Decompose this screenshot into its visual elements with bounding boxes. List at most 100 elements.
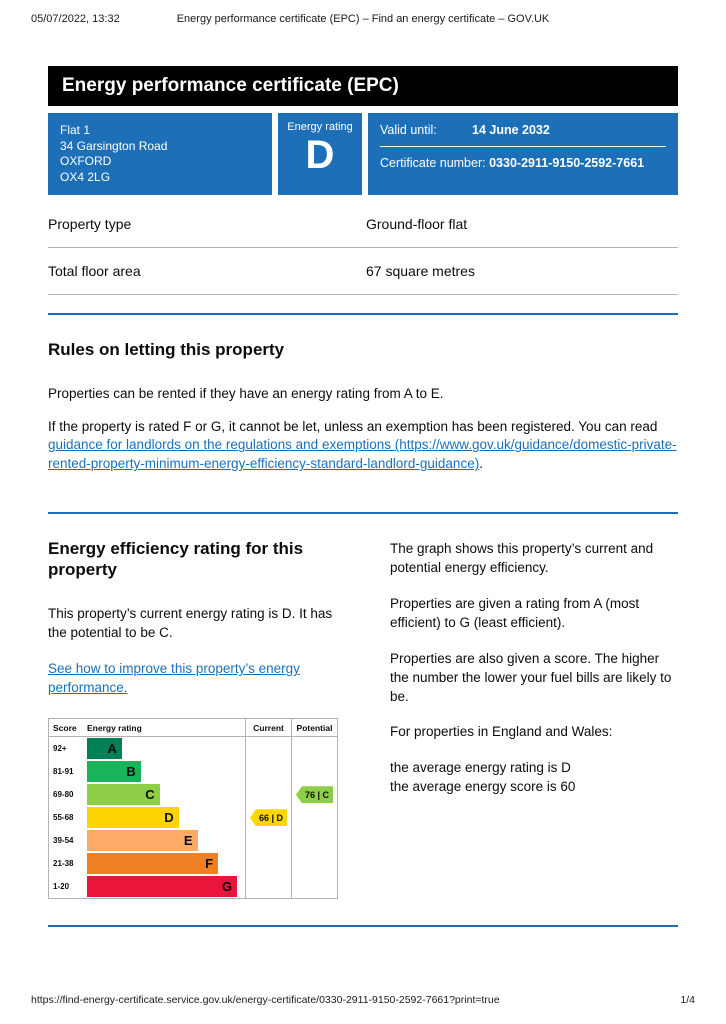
- average-rating-line: the average energy rating is D: [390, 760, 571, 776]
- epc-band-row: 1-20 G: [49, 875, 337, 899]
- print-datetime: 05/07/2022, 13:32: [31, 13, 120, 25]
- epc-band-row: 21-38 F: [49, 852, 337, 876]
- rating-column: Energy efficiency rating for this proper…: [48, 526, 340, 900]
- chart-column-score: Score: [53, 722, 77, 733]
- certificate-number-label: Certificate number:: [380, 156, 486, 170]
- band-bar-d: D: [87, 807, 179, 829]
- chart-column-potential: Potential: [291, 719, 337, 737]
- current-rating-marker: 66 | D: [249, 809, 288, 827]
- rules-paragraph: Properties can be rented if they have an…: [48, 385, 444, 401]
- band-bar-c: C: [87, 784, 160, 806]
- band-score-label: 55-68: [53, 813, 74, 823]
- address-box: Flat 1 34 Garsington Road OXFORD OX4 2LG: [48, 113, 272, 196]
- table-row: Total floor area 67 square metres: [48, 248, 678, 296]
- energy-rating-value: D: [305, 133, 335, 177]
- epc-band-row: 81-91 B: [49, 760, 337, 784]
- valid-until-row: Valid until: 14 June 2032: [380, 123, 666, 147]
- certificate-number-value: 0330-2911-9150-2592-7661: [489, 156, 645, 170]
- band-letter: A: [107, 741, 117, 757]
- rules-text-after-link: .: [479, 456, 483, 472]
- valid-until-label: Valid until:: [380, 123, 437, 137]
- band-score-label: 69-80: [53, 790, 74, 800]
- epc-rating-chart: Score Energy rating Current Potential 92…: [48, 718, 338, 900]
- band-bar-e: E: [87, 830, 198, 852]
- band-letter: F: [205, 856, 214, 872]
- band-bar-a: A: [87, 738, 122, 760]
- epc-band-row: 55-68 D 66 | D: [49, 806, 337, 830]
- explanation-paragraph: Properties are given a rating from A (mo…: [390, 595, 640, 630]
- section-divider: [48, 313, 678, 316]
- fact-label: Total floor area: [48, 263, 141, 280]
- current-cell: [245, 875, 291, 899]
- current-cell: [245, 737, 291, 761]
- chart-column-current: Current: [245, 719, 291, 737]
- property-facts-table: Property type Ground-floor flat Total fl…: [48, 201, 678, 296]
- fact-value: Ground-floor flat: [366, 216, 468, 233]
- band-bar-f: F: [87, 853, 219, 875]
- energy-efficiency-section: Energy efficiency rating for this proper…: [48, 526, 678, 900]
- band-letter: B: [126, 764, 136, 780]
- band-bar-g: G: [87, 876, 238, 898]
- energy-efficiency-heading: Energy efficiency rating for this proper…: [48, 539, 304, 580]
- current-cell: [245, 852, 291, 876]
- explanation-paragraph: For properties in England and Wales:: [390, 724, 613, 740]
- band-bar-b: B: [87, 761, 141, 783]
- epc-band-row: 39-54 E: [49, 829, 337, 853]
- section-divider: [48, 512, 678, 515]
- band-letter: D: [164, 810, 174, 826]
- certificate-page: Energy performance certificate (EPC) Fla…: [48, 66, 678, 928]
- address-line: OXFORD: [60, 154, 112, 169]
- current-cell: 66 | D: [245, 806, 291, 830]
- guidance-link[interactable]: guidance for landlords on the regulation…: [48, 437, 677, 472]
- current-rating-paragraph: This property’s current energy rating is…: [48, 605, 333, 640]
- section-divider: [48, 925, 678, 928]
- valid-until-value: 14 June 2032: [472, 123, 550, 137]
- fact-label: Property type: [48, 216, 132, 233]
- potential-cell: [291, 829, 337, 853]
- explanation-paragraph: The graph shows this property’s current …: [390, 541, 654, 576]
- certificate-banner: Energy performance certificate (EPC): [48, 66, 678, 106]
- chart-column-energy-rating: Energy rating: [87, 722, 142, 733]
- rules-heading: Rules on letting this property: [48, 340, 285, 360]
- current-cell: [245, 783, 291, 807]
- improve-performance-link[interactable]: See how to improve this property’s energ…: [48, 661, 300, 696]
- rules-text-before-link: If the property is rated F or G, it cann…: [48, 418, 658, 434]
- potential-cell: [291, 806, 337, 830]
- certificate-summary: Flat 1 34 Garsington Road OXFORD OX4 2LG…: [48, 113, 678, 196]
- band-score-label: 92+: [53, 744, 67, 754]
- potential-cell: [291, 852, 337, 876]
- fact-value: 67 square metres: [366, 263, 475, 280]
- chart-header-row: Score Energy rating Current Potential: [49, 719, 337, 738]
- band-score-label: 81-91: [53, 767, 74, 777]
- certificate-number-row: Certificate number: 0330-2911-9150-2592-…: [380, 147, 666, 170]
- band-score-label: 1-20: [53, 882, 70, 892]
- potential-cell: [291, 875, 337, 899]
- address-line: Flat 1: [60, 123, 91, 137]
- current-cell: [245, 760, 291, 784]
- print-url: https://find-energy-certificate.service.…: [31, 994, 500, 1006]
- band-letter: C: [145, 787, 155, 803]
- address-line: OX4 2LG: [60, 169, 111, 184]
- chart-body: 92+ A 81-91 B 69-80 C 76 | C 55-68 D 66 | D 39-54 E…: [49, 737, 337, 899]
- rating-explanation-column: The graph shows this property’s current …: [390, 526, 678, 899]
- energy-rating-box: Energy rating D: [278, 113, 362, 196]
- rules-paragraph: If the property is rated F or G, it cann…: [48, 418, 678, 475]
- print-header: 05/07/2022, 13:32 Energy performance cer…: [31, 13, 695, 25]
- potential-cell: 76 | C: [291, 783, 337, 807]
- potential-cell: [291, 760, 337, 784]
- print-footer: https://find-energy-certificate.service.…: [31, 994, 695, 1006]
- explanation-paragraph: Properties are also given a score. The h…: [390, 650, 672, 704]
- potential-cell: [291, 737, 337, 761]
- validity-box: Valid until: 14 June 2032 Certificate nu…: [368, 113, 678, 196]
- rules-section: Rules on letting this property Propertie…: [48, 339, 678, 474]
- band-score-label: 21-38: [53, 859, 74, 869]
- current-cell: [245, 829, 291, 853]
- band-score-label: 39-54: [53, 836, 74, 846]
- energy-rating-label: Energy rating: [287, 121, 353, 133]
- average-score-line: the average energy score is 60: [390, 779, 576, 795]
- epc-band-row: 92+ A: [49, 737, 337, 761]
- band-letter: E: [183, 833, 193, 849]
- epc-band-row: 69-80 C 76 | C: [49, 783, 337, 807]
- band-letter: G: [221, 879, 233, 895]
- potential-rating-marker: 76 | C: [295, 786, 334, 804]
